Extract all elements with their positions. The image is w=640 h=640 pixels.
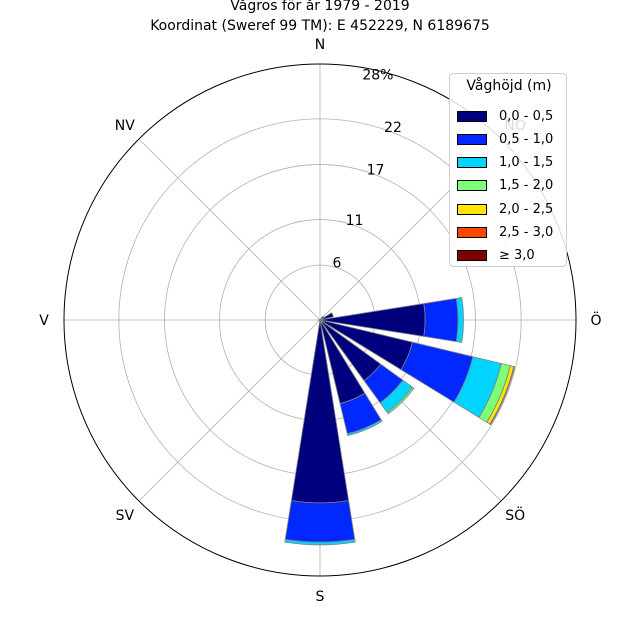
legend-label: 1,0 - 1,5 — [499, 155, 554, 171]
legend-item: 1,0 - 1,5 — [457, 154, 553, 172]
legend-title: Våghöjd (m) — [466, 78, 552, 94]
legend-swatch — [457, 180, 487, 192]
radial-tick-label-3: 22 — [384, 120, 402, 136]
radial-tick-label-0: 6 — [333, 255, 342, 271]
bar-SÖ-3 — [386, 386, 415, 415]
bar-ÖSÖ-5 — [489, 366, 516, 426]
radial-max-label: 28% — [362, 68, 393, 84]
chart-subtitle: Koordinat (Sweref 99 TM): E 452229, N 61… — [150, 18, 490, 34]
legend-swatch — [457, 157, 487, 169]
grid-spoke-5 — [138, 319, 321, 502]
grid-spoke-7 — [138, 138, 321, 321]
bar-Ö-2 — [455, 297, 464, 343]
compass-label-3: SÖ — [505, 506, 525, 524]
bar-Ö-1 — [423, 297, 459, 343]
compass-label-4: S — [316, 589, 325, 605]
bar-ÖNÖ-0 — [319, 312, 334, 321]
legend-label: 0,5 - 1,0 — [499, 131, 554, 147]
legend-item: ≥ 3,0 — [457, 247, 535, 265]
bar-SSÖ-2 — [346, 419, 383, 437]
legend-swatch — [457, 227, 487, 238]
bar-V-0 — [317, 319, 321, 321]
radial-tick-label-1: 11 — [346, 213, 364, 229]
legend-swatch — [457, 110, 487, 122]
legend-label: ≥ 3,0 — [499, 248, 535, 264]
bar-S-1 — [284, 500, 356, 543]
legend-item: 1,5 - 2,0 — [457, 177, 553, 195]
legend-label: 1,5 - 2,0 — [499, 178, 554, 194]
bar-S-2 — [284, 538, 356, 546]
legend-item: 0,5 - 1,0 — [457, 130, 553, 148]
legend: Våghöjd (m) 0,0 - 0,5 0,5 - 1,0 1,0 - 1,5 1… — [449, 73, 567, 267]
compass-label-6: V — [39, 313, 49, 329]
legend-label: 2,5 - 3,0 — [499, 225, 554, 240]
outer-ring — [63, 63, 577, 577]
legend-item: 0,0 - 0,5 — [457, 107, 553, 125]
compass-label-7: NV — [115, 118, 135, 134]
legend-label: 0,0 - 0,5 — [499, 108, 554, 124]
legend-item: 2,0 - 2,5 — [457, 200, 553, 218]
legend-label: 2,0 - 2,5 — [499, 201, 554, 217]
compass-label-5: SV — [116, 508, 135, 524]
compass-label-2: Ö — [590, 311, 601, 329]
wave-rose-bars — [284, 297, 516, 546]
legend-swatch — [457, 250, 487, 262]
legend-swatch — [457, 203, 487, 215]
compass-label-0: N — [315, 37, 325, 53]
legend-item: 2,5 - 3,0 — [457, 224, 553, 242]
legend-swatch — [457, 133, 487, 145]
radial-tick-label-2: 17 — [367, 162, 385, 178]
chart-title: Vågros för år 1979 - 2019 — [230, 0, 410, 14]
